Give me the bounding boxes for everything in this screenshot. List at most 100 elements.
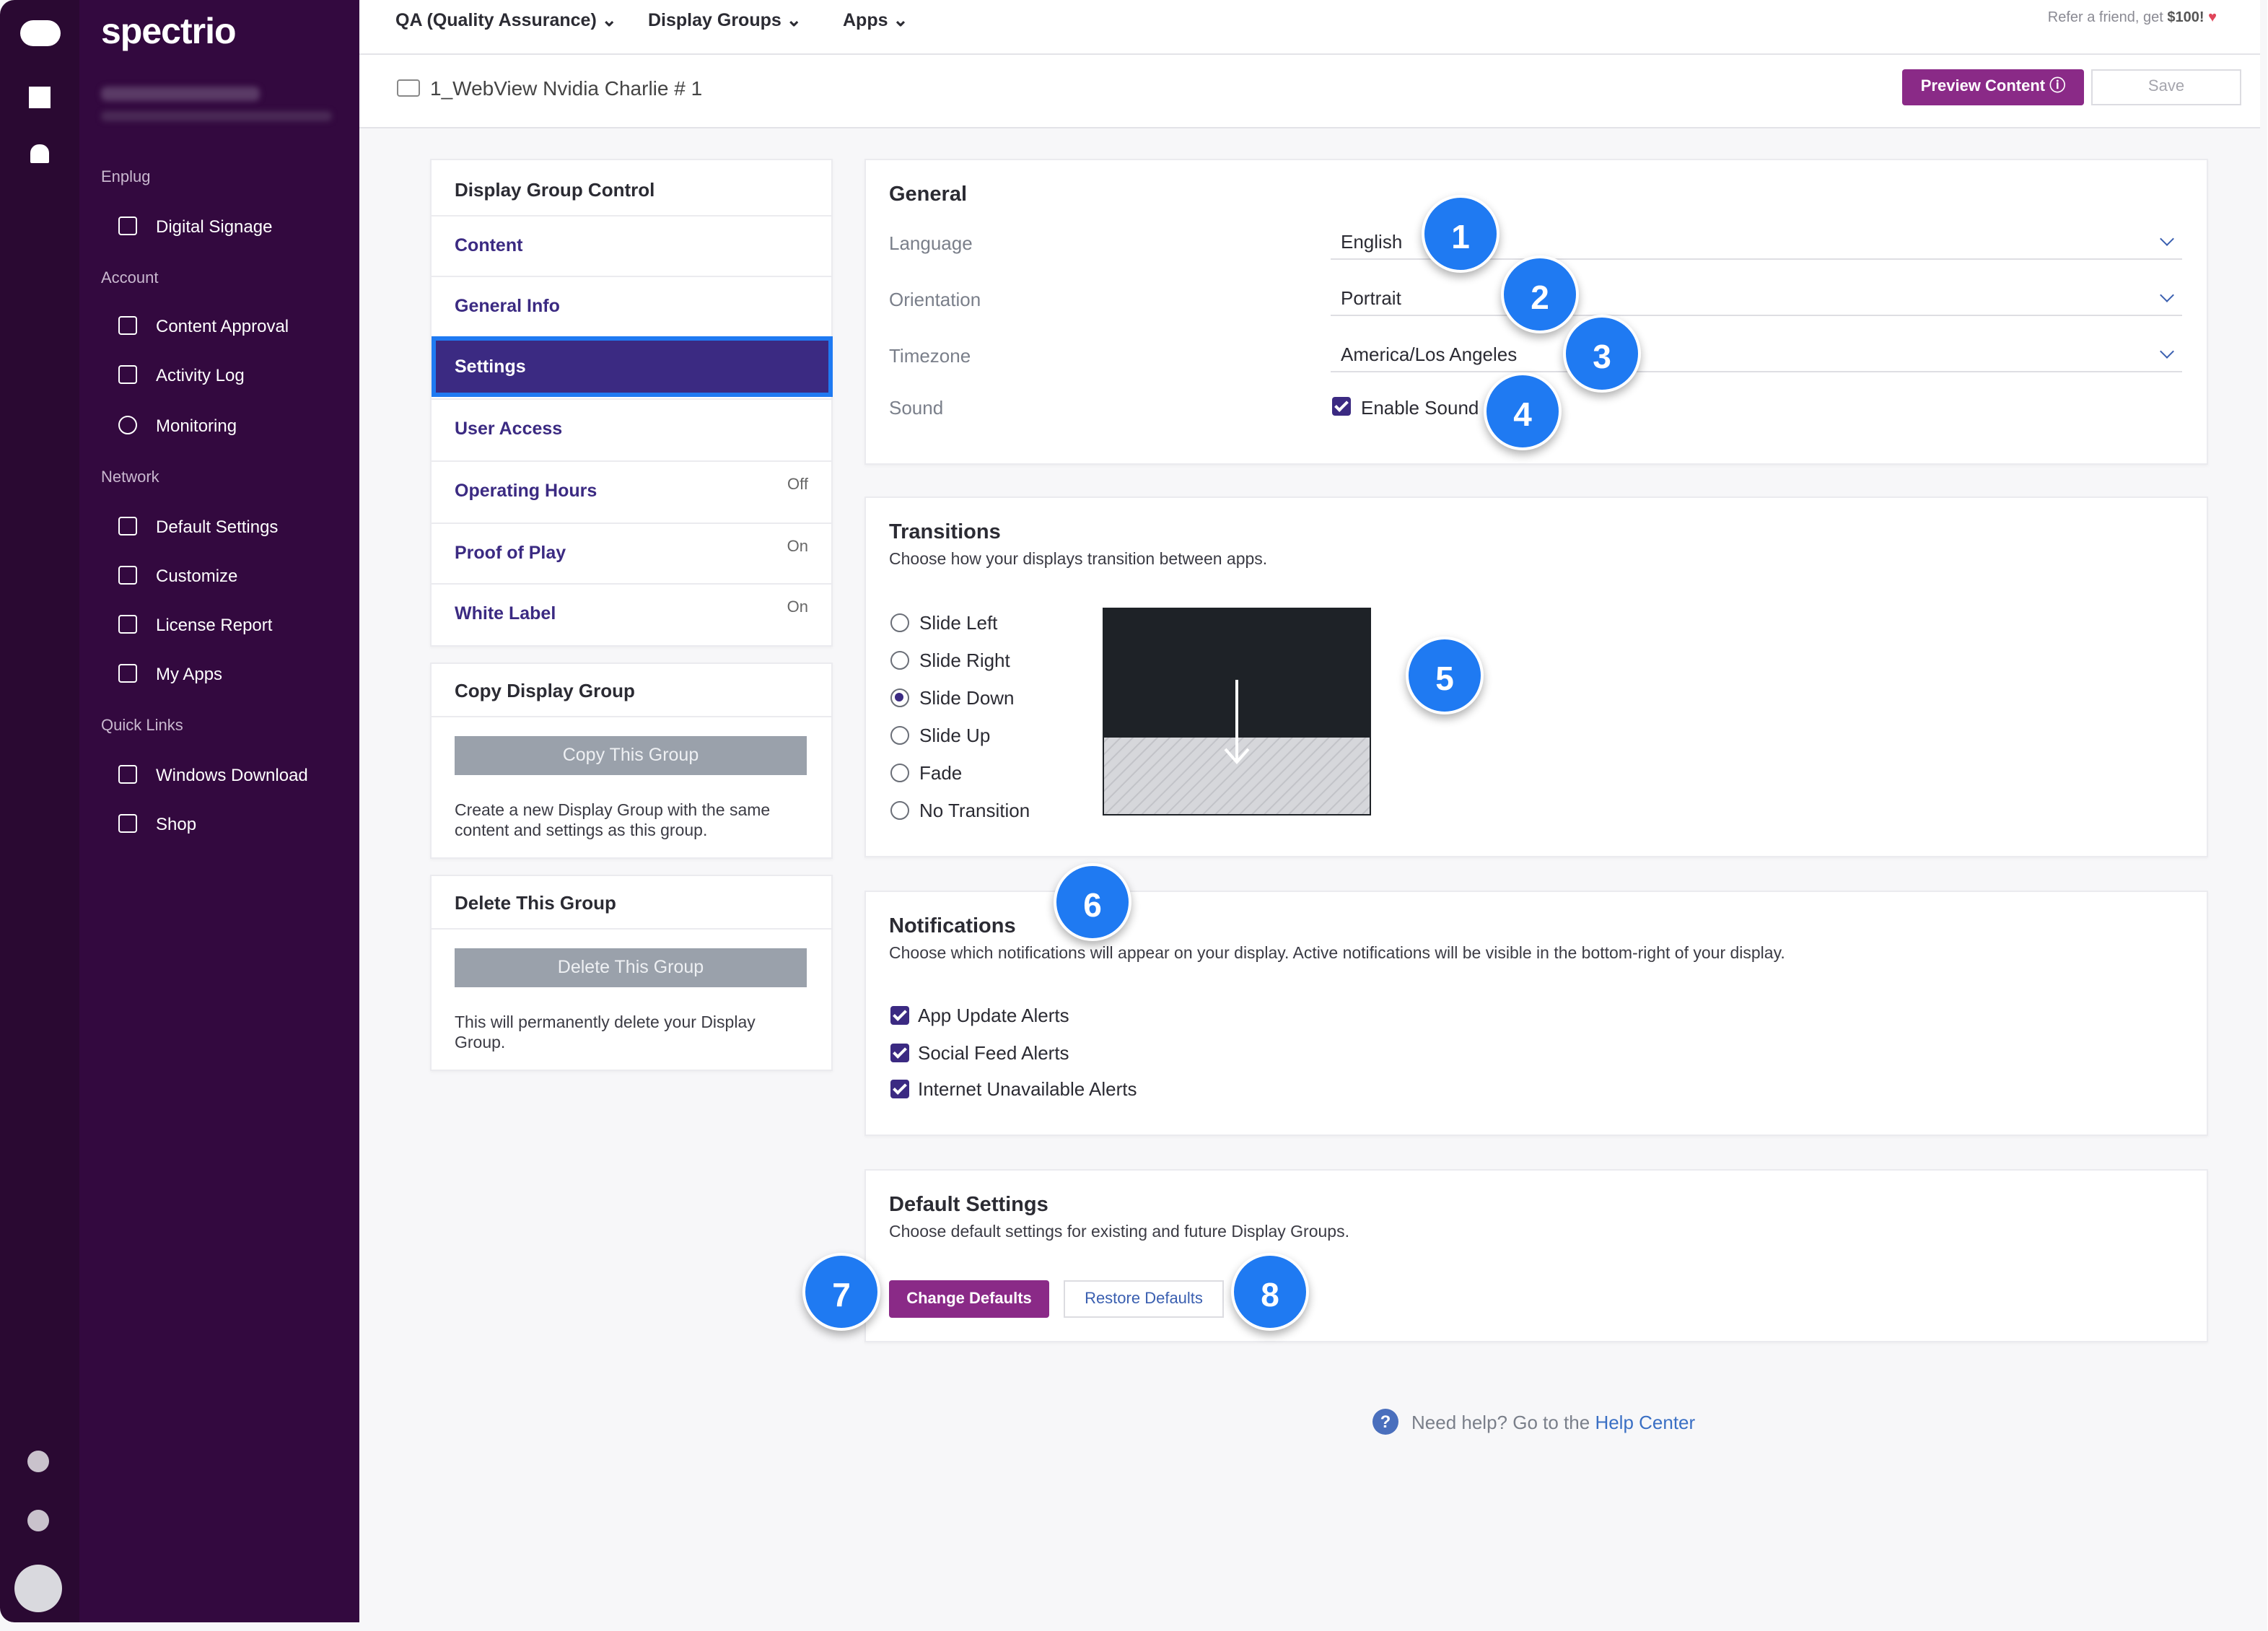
radio[interactable] [890, 613, 909, 632]
page-title: 1_WebView Nvidia Charlie # 1 [430, 76, 703, 100]
change-defaults-button[interactable]: Change Defaults [889, 1280, 1049, 1318]
dashboard-icon[interactable] [29, 87, 51, 108]
card-description: Create a new Display Group with the same… [455, 803, 771, 840]
preview-button[interactable]: Preview Content ⓘ [1902, 69, 2084, 105]
avatar[interactable] [14, 1565, 62, 1612]
section-title: Network [101, 469, 159, 486]
settings-icon[interactable] [27, 1451, 49, 1472]
radio[interactable] [890, 764, 909, 782]
checkbox[interactable] [890, 1006, 909, 1025]
nav-item[interactable]: Shop [156, 814, 197, 834]
radio-label[interactable]: Slide Up [919, 725, 991, 746]
checkbox[interactable] [890, 1080, 909, 1098]
brand: spectrio [101, 12, 237, 52]
radio-label[interactable]: Slide Down [919, 687, 1015, 709]
chevron[interactable] [2160, 232, 2174, 246]
radio[interactable] [890, 801, 909, 820]
nav-label[interactable]: Operating Hours [455, 481, 597, 501]
nav-label[interactable]: Content [455, 235, 523, 255]
field-value[interactable]: English [1341, 231, 1403, 253]
cloud-icon [20, 20, 61, 46]
checkbox-label[interactable]: App Update Alerts [918, 1005, 1069, 1026]
nav-row[interactable]: White Label On [432, 583, 831, 644]
nav-icon [118, 316, 137, 335]
nav-status: Off [787, 476, 808, 494]
checkbox-label[interactable]: Internet Unavailable Alerts [918, 1078, 1137, 1100]
field-value[interactable]: America/Los Angeles [1341, 344, 1518, 365]
menu-label[interactable]: QA (Quality Assurance) [395, 10, 597, 30]
nav-item[interactable]: My Apps [156, 664, 223, 684]
radio-label[interactable]: Slide Right [919, 650, 1010, 671]
field-value[interactable]: Portrait [1341, 287, 1401, 309]
save-button[interactable]: Save [2091, 69, 2241, 105]
help-icon: ? [1372, 1409, 1398, 1435]
nav-row[interactable]: Operating Hours Off [432, 460, 831, 521]
nav-item[interactable]: Digital Signage [156, 217, 273, 237]
callout: 6 [1054, 863, 1131, 941]
radio[interactable] [890, 651, 909, 670]
callout: 5 [1406, 637, 1484, 714]
radio-label[interactable]: No Transition [919, 800, 1030, 821]
field-label: Orientation [889, 289, 981, 310]
radio[interactable] [890, 726, 909, 745]
nav-row[interactable]: General Info [432, 276, 831, 336]
restore-defaults-button[interactable]: Restore Defaults [1064, 1280, 1224, 1318]
callout: 1 [1422, 195, 1499, 273]
nav-label[interactable]: Settings [455, 357, 526, 377]
radio-label[interactable]: Fade [919, 762, 963, 784]
help-label: Need help? Go to the [1411, 1412, 1590, 1433]
nav-row[interactable]: Proof of Play On [432, 522, 831, 583]
nav-row-active[interactable]: Settings [432, 336, 833, 397]
section-title: Account [101, 270, 159, 287]
card-title: Delete This Group [455, 892, 616, 914]
checkbox[interactable] [1332, 397, 1351, 416]
chevron[interactable] [2160, 288, 2174, 302]
transition-preview [1103, 608, 1371, 816]
help-text: Need help? Go to the Help Center [1411, 1412, 1695, 1433]
delete-button[interactable]: Delete This Group [455, 948, 807, 987]
top-menu[interactable]: QA (Quality Assurance) ⌄ [395, 10, 617, 30]
nav-item[interactable]: Activity Log [156, 365, 245, 385]
help-icon[interactable] [27, 1510, 49, 1531]
defaults-card: Default Settings Choose default settings… [864, 1169, 2208, 1342]
checkbox-label[interactable]: Social Feed Alerts [918, 1042, 1069, 1064]
button-label[interactable]: Preview Content [1920, 78, 2046, 95]
menu-label[interactable]: Apps [843, 10, 888, 30]
nav-label[interactable]: White Label [455, 603, 556, 624]
nav-row[interactable]: User Access [432, 398, 831, 459]
nav-item[interactable]: Content Approval [156, 316, 289, 336]
nav-label[interactable]: General Info [455, 296, 560, 316]
card-description: This will permanently delete your Displa… [455, 1015, 756, 1052]
menu-label[interactable]: Display Groups [648, 10, 781, 30]
checkbox-label[interactable]: Enable Sound [1361, 397, 1479, 419]
nav-item[interactable]: Default Settings [156, 517, 279, 537]
card-title: Default Settings [889, 1194, 1048, 1217]
top-menu[interactable]: Display Groups ⌄ [648, 10, 802, 30]
blurred-user [101, 87, 260, 101]
field-underline [1331, 315, 2182, 316]
nav-item[interactable]: Monitoring [156, 416, 237, 436]
nav-icon [118, 615, 137, 634]
referral[interactable]: Refer a friend, get $100! ♥ [2047, 10, 2217, 26]
card-description: Choose default settings for existing and… [889, 1224, 1349, 1241]
nav-item[interactable]: Windows Download [156, 765, 308, 785]
divider [432, 928, 831, 930]
nav-item[interactable]: License Report [156, 615, 273, 635]
nav-label[interactable]: Proof of Play [455, 543, 566, 563]
top-menu[interactable]: Apps ⌄ [843, 10, 908, 30]
sidebar: spectrio Enplug Digital Signage Account … [79, 0, 359, 1622]
radio[interactable] [890, 688, 909, 707]
callout: 7 [802, 1253, 880, 1331]
bell-icon[interactable] [30, 144, 49, 163]
radio-label[interactable]: Slide Left [919, 612, 998, 634]
referral-amount: $100! [2167, 10, 2204, 26]
chevron[interactable] [2160, 344, 2174, 359]
nav-label[interactable]: User Access [455, 419, 563, 439]
nav-item[interactable]: Customize [156, 566, 238, 586]
copy-button[interactable]: Copy This Group [455, 736, 807, 775]
help-link[interactable]: Help Center [1595, 1412, 1696, 1433]
checkbox[interactable] [890, 1044, 909, 1062]
nav-row[interactable]: Content [432, 215, 831, 276]
